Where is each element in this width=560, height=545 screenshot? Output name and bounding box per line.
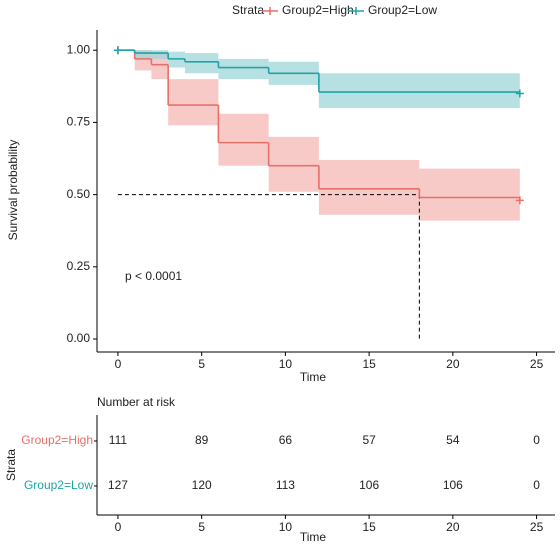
- confidence-band: [419, 168, 520, 221]
- risk-table-cell: 111: [109, 433, 128, 447]
- risk-table-x-tick-label: 15: [362, 520, 376, 534]
- x-tick-label: 0: [115, 357, 122, 371]
- risk-table-title: Number at risk: [97, 395, 176, 409]
- x-tick-label: 25: [530, 357, 544, 371]
- risk-table-cell: 127: [108, 478, 128, 492]
- y-tick-label: 0.25: [67, 259, 91, 273]
- confidence-band: [218, 58, 269, 80]
- risk-table-x-tick-label: 10: [279, 520, 293, 534]
- risk-table-cell: 106: [443, 478, 463, 492]
- confidence-band: [318, 73, 520, 108]
- risk-table-cell: 66: [279, 433, 293, 447]
- risk-table-row-label: Group2=High: [21, 433, 93, 447]
- x-axis-label: Time: [300, 370, 327, 384]
- risk-table-x-tick-label: 25: [530, 520, 544, 534]
- censor-mark: [515, 196, 524, 205]
- risk-table-x-label: Time: [300, 530, 327, 544]
- risk-table-cell: 106: [359, 478, 379, 492]
- confidence-band: [184, 53, 219, 74]
- risk-table-x-tick-label: 0: [115, 520, 122, 534]
- confidence-band: [268, 136, 319, 192]
- x-tick-label: 20: [446, 357, 460, 371]
- risk-table-cell: 113: [276, 478, 295, 492]
- confidence-band: [134, 50, 169, 59]
- legend-label: Group2=High: [282, 3, 354, 17]
- legend-label: Group2=Low: [368, 3, 437, 17]
- censor-mark: [515, 89, 524, 98]
- confidence-band: [218, 113, 269, 166]
- x-tick-label: 5: [198, 357, 205, 371]
- x-tick-label: 10: [279, 357, 293, 371]
- confidence-band: [168, 79, 219, 126]
- risk-table-cell: 120: [192, 478, 212, 492]
- confidence-band: [318, 159, 420, 215]
- y-tick-label: 1.00: [67, 42, 91, 56]
- y-tick-label: 0.75: [67, 115, 91, 129]
- risk-table-y-label: Strata: [4, 449, 18, 481]
- y-tick-label: 0.50: [67, 187, 91, 201]
- risk-table-cell: 54: [446, 433, 460, 447]
- legend-title: Strata: [232, 3, 264, 17]
- risk-table-cell: 0: [533, 478, 540, 492]
- censor-mark: [113, 46, 122, 55]
- confidence-band: [151, 53, 169, 80]
- risk-table-cell: 89: [195, 433, 209, 447]
- risk-table-cell: 57: [362, 433, 376, 447]
- risk-table-x-tick-label: 5: [198, 520, 205, 534]
- y-tick-label: 0.00: [67, 331, 91, 345]
- risk-table-x-tick-label: 20: [446, 520, 460, 534]
- risk-table-row-label: Group2=Low: [24, 478, 93, 492]
- risk-table-cell: 0: [533, 433, 540, 447]
- x-tick-label: 15: [362, 357, 376, 371]
- y-axis-label: Survival probability: [6, 140, 20, 241]
- p-value: p < 0.0001: [125, 269, 182, 283]
